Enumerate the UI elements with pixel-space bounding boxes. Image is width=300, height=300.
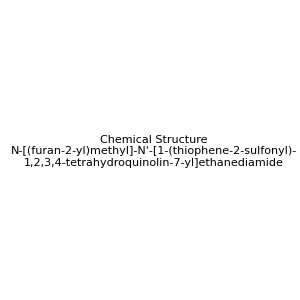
Text: Chemical Structure
N-[(furan-2-yl)methyl]-N'-[1-(thiophene-2-sulfonyl)-
1,2,3,4-: Chemical Structure N-[(furan-2-yl)methyl… [11, 135, 297, 168]
